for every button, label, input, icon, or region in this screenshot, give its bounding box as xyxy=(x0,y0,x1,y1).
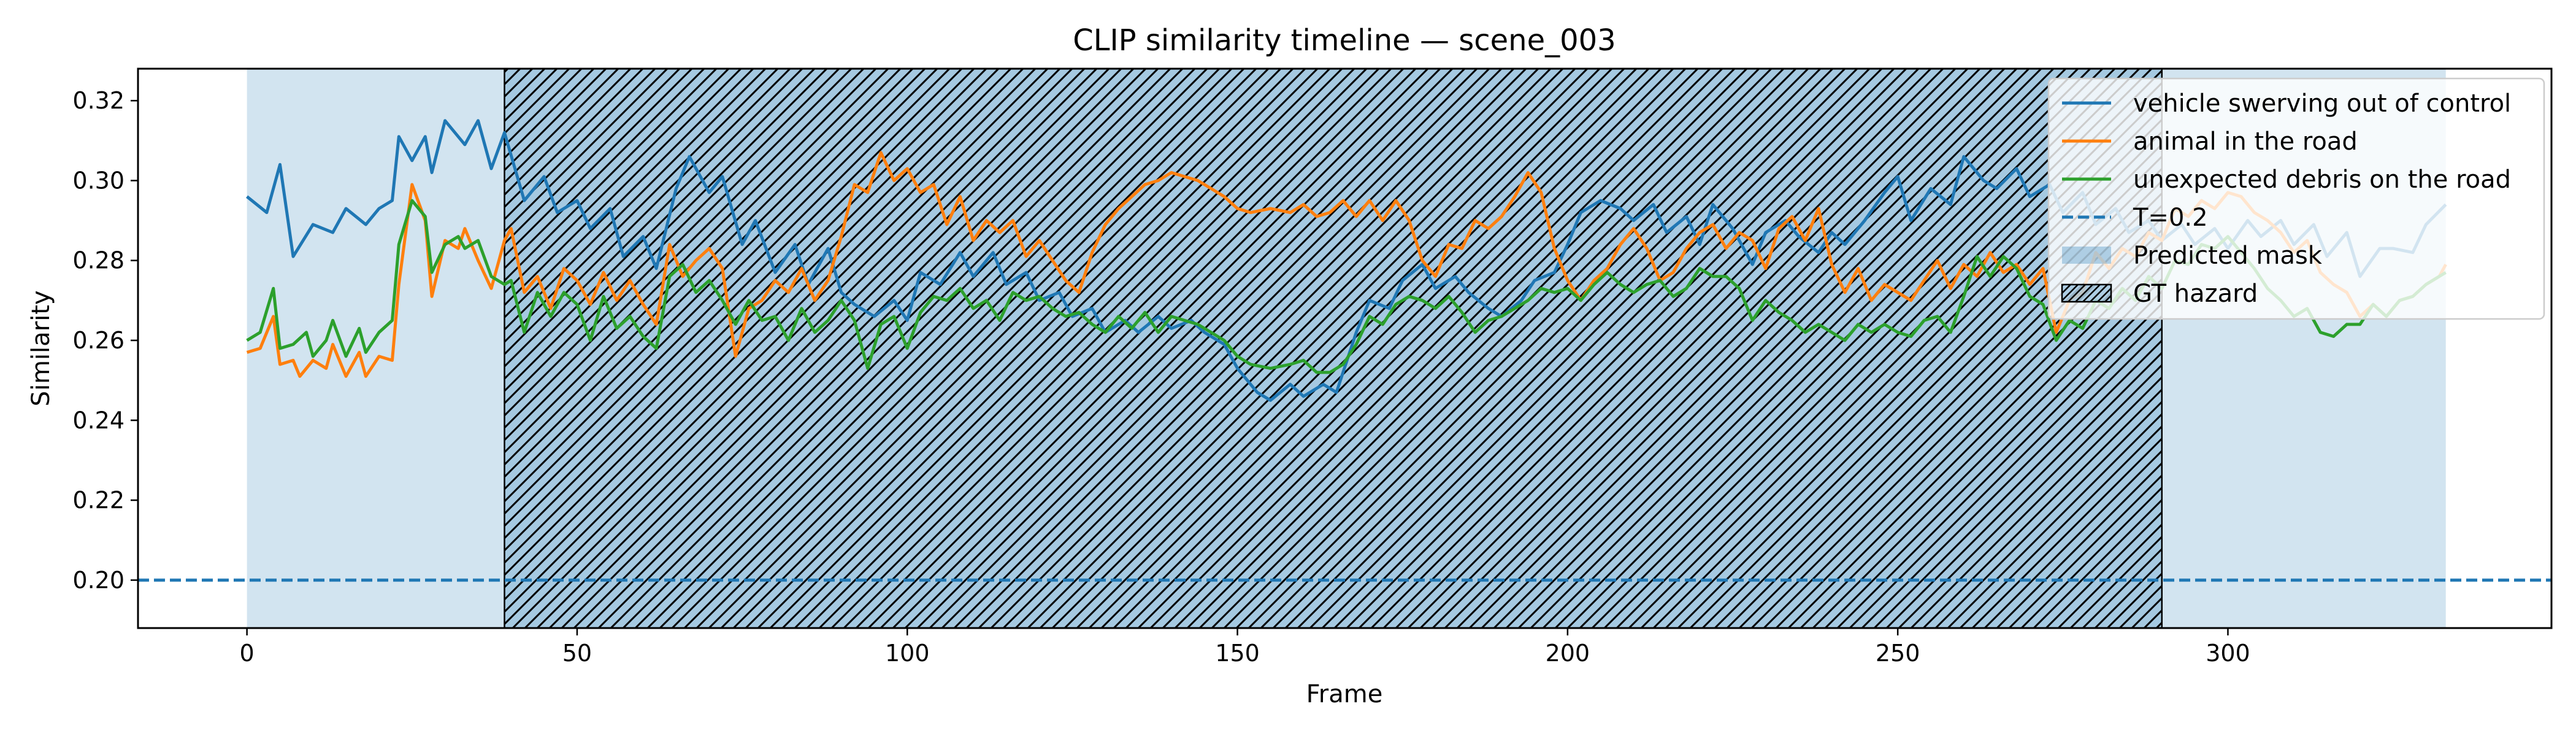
legend-label: animal in the road xyxy=(2133,128,2358,156)
y-axis-label: Similarity xyxy=(27,290,55,406)
y-axis-ticks: 0.20 0.22 0.24 0.26 0.28 0.30 0.32 xyxy=(72,87,138,594)
legend-entry-predicted-mask: Predicted mask xyxy=(2062,242,2323,270)
series-line-2 xyxy=(246,199,2447,374)
legend-entry-series-2: unexpected debris on the road xyxy=(2062,166,2511,194)
y-tick-label: 0.24 xyxy=(72,407,125,434)
x-tick-label: 50 xyxy=(562,640,592,667)
y-tick-label: 0.32 xyxy=(72,87,125,114)
x-tick-label: 0 xyxy=(240,640,255,667)
legend-label: T=0.2 xyxy=(2133,204,2208,232)
y-tick-label: 0.22 xyxy=(72,487,125,514)
legend: vehicle swerving out of control animal in… xyxy=(2047,77,2545,320)
x-axis-ticks: 0 50 100 150 200 250 300 xyxy=(240,628,2250,667)
x-tick-label: 150 xyxy=(1215,640,1260,667)
y-tick-label: 0.26 xyxy=(72,327,125,354)
x-tick-label: 200 xyxy=(1546,640,1590,667)
y-tick-label: 0.20 xyxy=(72,567,125,594)
x-tick-label: 300 xyxy=(2206,640,2250,667)
x-axis-label: Frame xyxy=(1306,680,1383,708)
x-tick-label: 250 xyxy=(1876,640,1920,667)
legend-entry-gt-hazard: GT hazard xyxy=(2061,280,2258,308)
legend-entry-series-1: animal in the road xyxy=(2062,128,2358,156)
gt-hazard-region xyxy=(504,69,2163,628)
legend-label: GT hazard xyxy=(2133,280,2258,308)
legend-box xyxy=(2047,77,2545,320)
legend-patch-swatch xyxy=(2062,247,2111,264)
legend-entry-series-0: vehicle swerving out of control xyxy=(2062,90,2511,118)
legend-hatch-swatch xyxy=(2061,283,2112,303)
plot-frame xyxy=(137,67,2553,629)
legend-label: Predicted mask xyxy=(2133,242,2323,270)
legend-label: vehicle swerving out of control xyxy=(2133,90,2511,118)
chart-title: CLIP similarity timeline — scene_003 xyxy=(1073,23,1616,58)
x-tick-label: 100 xyxy=(885,640,930,667)
legend-entry-threshold: T=0.2 xyxy=(2062,204,2208,232)
y-tick-label: 0.30 xyxy=(72,167,125,194)
y-tick-label: 0.28 xyxy=(72,247,125,274)
legend-label: unexpected debris on the road xyxy=(2133,166,2511,194)
